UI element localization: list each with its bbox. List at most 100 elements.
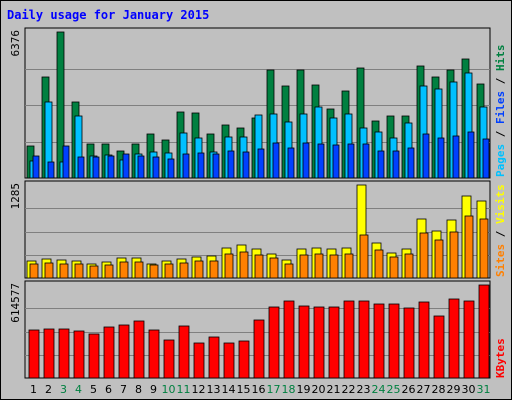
x-tick-label: 30	[462, 383, 476, 396]
bar-kbytes-2	[43, 328, 55, 379]
bar-sites-20	[314, 253, 324, 279]
x-tick-label: 28	[432, 383, 446, 396]
x-tick-label: 11	[177, 383, 191, 396]
bar-sites-11	[179, 262, 189, 279]
x-tick-label: 7	[120, 383, 127, 396]
bar-pages-18	[287, 147, 295, 179]
bar-pages-30	[467, 131, 475, 179]
bar-sites-22	[344, 253, 354, 279]
bar-pages-2	[47, 161, 55, 179]
bar-kbytes-29	[448, 298, 460, 379]
panel-visits: 1285	[9, 180, 491, 279]
bar-sites-31	[479, 218, 489, 279]
bar-pages-1	[32, 155, 40, 179]
bar-kbytes-30	[463, 300, 475, 379]
x-tick-label: 20	[312, 383, 326, 396]
x-tick-label: 12	[192, 383, 206, 396]
panel-hits: 6376	[9, 27, 491, 179]
bar-pages-11	[182, 153, 190, 179]
legend-part: /	[494, 224, 507, 244]
x-tick-label: 21	[327, 383, 341, 396]
bar-sites-3	[59, 263, 69, 279]
bar-sites-16	[254, 254, 264, 279]
bar-kbytes-16	[253, 319, 265, 379]
bar-kbytes-31	[478, 284, 490, 379]
legend-part: Hits	[494, 45, 507, 72]
bar-pages-19	[302, 142, 310, 179]
bar-kbytes-8	[133, 320, 145, 379]
bar-pages-25	[392, 150, 400, 179]
bar-kbytes-12	[193, 342, 205, 379]
bar-pages-5	[92, 156, 100, 179]
chart-title: Daily usage for January 2015	[7, 8, 209, 22]
bar-kbytes-4	[73, 330, 85, 379]
bar-pages-26	[407, 147, 415, 179]
bar-kbytes-26	[403, 307, 415, 379]
axis-max-label-visits: 1285	[9, 183, 22, 210]
legend-part: KBytes	[494, 338, 507, 378]
bar-sites-23	[359, 234, 369, 279]
bar-sites-17	[269, 257, 279, 279]
bar-kbytes-23	[358, 300, 370, 379]
x-tick-label: 1	[30, 383, 37, 396]
x-tick-label: 23	[357, 383, 371, 396]
x-tick-label: 14	[222, 383, 236, 396]
x-tick-label: 24	[372, 383, 386, 396]
bar-kbytes-25	[388, 303, 400, 379]
x-tick-label: 17	[267, 383, 281, 396]
bar-pages-14	[227, 150, 235, 179]
bar-kbytes-22	[343, 300, 355, 379]
legend-part: /	[494, 124, 507, 144]
bar-kbytes-15	[238, 340, 250, 379]
bar-pages-15	[242, 151, 250, 179]
bar-sites-8	[134, 261, 144, 279]
x-tick-label: 29	[447, 383, 461, 396]
x-axis-labels: 1 2 3 4 5 6 7 8 9 10 11 12 13 14 15 16 17 18 19 20 21 22 23 24 2…	[30, 383, 491, 396]
bar-sites-5	[89, 265, 99, 279]
x-tick-label: 5	[90, 383, 97, 396]
bar-kbytes-27	[418, 301, 430, 379]
series-legend: Pages / Files / Hits Sites / Visits KBytes	[494, 45, 507, 379]
chart-panels: 6376 1285 614577	[9, 27, 491, 379]
bar-sites-26	[404, 253, 414, 279]
bar-kbytes-1	[28, 329, 40, 379]
legend-part: Pages	[494, 144, 507, 177]
bar-pages-4	[77, 156, 85, 179]
x-tick-label: 10	[162, 383, 176, 396]
panel-kbytes: 614577	[9, 280, 491, 379]
bar-pages-3	[62, 145, 70, 179]
bar-pages-24	[377, 150, 385, 179]
bar-pages-31	[482, 138, 490, 179]
x-tick-label: 27	[417, 383, 431, 396]
bar-pages-28	[437, 137, 445, 179]
bar-kbytes-6	[103, 326, 115, 379]
bar-sites-9	[149, 264, 159, 279]
bar-pages-12	[197, 152, 205, 179]
bar-sites-29	[449, 231, 459, 279]
x-tick-label: 3	[60, 383, 67, 396]
bar-pages-17	[272, 142, 280, 179]
bar-pages-22	[347, 143, 355, 179]
bar-pages-6	[107, 155, 115, 179]
legend-visits: Sites / Visits	[494, 184, 507, 277]
x-tick-label: 19	[297, 383, 311, 396]
bar-kbytes-14	[223, 342, 235, 379]
bar-pages-7	[122, 153, 130, 179]
bar-kbytes-7	[118, 324, 130, 379]
bar-sites-18	[284, 263, 294, 279]
bar-pages-9	[152, 156, 160, 179]
x-tick-label: 31	[477, 383, 491, 396]
bar-kbytes-9	[148, 329, 160, 379]
legend-part: Sites	[494, 244, 507, 277]
bar-sites-13	[209, 260, 219, 279]
bar-sites-12	[194, 260, 204, 279]
bar-sites-4	[74, 263, 84, 279]
bar-kbytes-18	[283, 300, 295, 379]
axis-max-label-hits: 6376	[9, 30, 22, 57]
x-tick-label: 8	[135, 383, 142, 396]
x-tick-label: 18	[282, 383, 296, 396]
bar-sites-28	[434, 239, 444, 279]
bar-sites-15	[239, 251, 249, 279]
x-tick-label: 13	[207, 383, 221, 396]
